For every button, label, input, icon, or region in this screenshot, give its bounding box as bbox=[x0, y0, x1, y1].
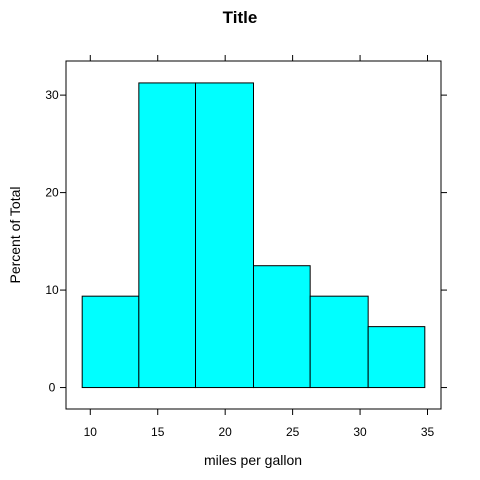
y-tick-label-3: 30 bbox=[45, 88, 59, 102]
histogram-bar-5 bbox=[367, 326, 426, 389]
x-tick-label-3: 25 bbox=[286, 425, 300, 439]
y-axis-label: Percent of Total bbox=[7, 186, 23, 283]
histogram-bar-0 bbox=[81, 295, 140, 389]
histogram-bar-1 bbox=[138, 82, 196, 389]
x-tick-label-5: 35 bbox=[421, 425, 435, 439]
y-tick-label-0: 0 bbox=[49, 381, 56, 395]
x-ticks-top bbox=[89, 55, 429, 61]
y-ticks-right bbox=[441, 94, 447, 389]
x-tick-label-4: 30 bbox=[353, 425, 367, 439]
y-tick-label-1: 10 bbox=[45, 283, 59, 297]
x-ticks-bottom: 10 15 20 25 30 35 bbox=[84, 409, 435, 439]
x-axis-label: miles per gallon bbox=[204, 452, 302, 468]
x-tick-label-2: 20 bbox=[218, 425, 232, 439]
plot-frame bbox=[65, 60, 442, 410]
x-tick-label-1: 15 bbox=[151, 425, 165, 439]
histogram-bar-2 bbox=[194, 82, 254, 389]
x-tick-label-0: 10 bbox=[84, 425, 98, 439]
histogram-bar-4 bbox=[309, 295, 369, 389]
y-ticks-left: 0 10 20 30 bbox=[45, 88, 66, 395]
bars-group bbox=[81, 82, 426, 389]
chart-title: Title bbox=[223, 8, 258, 27]
y-tick-label-2: 20 bbox=[45, 186, 59, 200]
histogram-bar-3 bbox=[253, 265, 311, 389]
